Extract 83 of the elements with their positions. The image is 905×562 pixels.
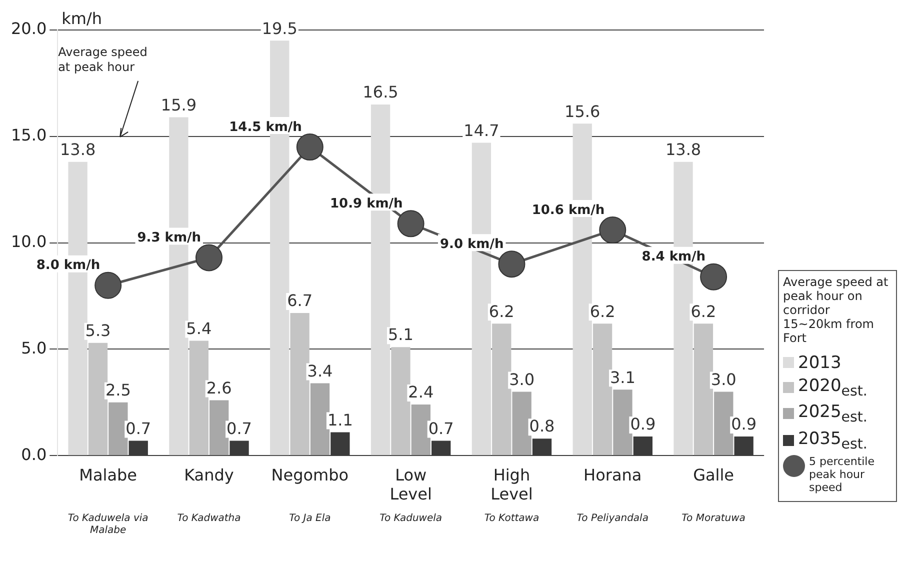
legend-title: Average speed at peak hour on corridor 15~20km from Fort <box>783 274 890 345</box>
y-tick-label: 15.0 <box>11 126 47 145</box>
data-label: 0.9 <box>630 414 656 434</box>
data-label: 5.3 <box>85 320 111 340</box>
point <box>397 210 424 238</box>
data-label: 9.0 km/h <box>440 236 504 252</box>
annotation: Average speed at peak hour <box>58 45 148 74</box>
data-label: 2.5 <box>105 380 131 400</box>
bar <box>209 400 229 456</box>
data-label: 0.9 <box>731 414 757 434</box>
bar <box>592 324 612 456</box>
bar <box>391 347 410 456</box>
x-tick-label: Horana <box>584 465 642 484</box>
data-label: 6.2 <box>690 302 716 321</box>
y-tick-label: 0.0 <box>21 444 47 464</box>
data-label: 6.2 <box>488 302 514 321</box>
legend-label: 2013 <box>798 352 842 373</box>
data-label: 14.7 <box>464 120 500 140</box>
data-label: 8.4 km/h <box>642 250 706 265</box>
data-label: 13.8 <box>60 140 96 160</box>
y-tick-label: 20.0 <box>11 19 47 38</box>
point <box>599 216 626 244</box>
data-label: 10.6 km/h <box>532 202 605 218</box>
data-label: 1.1 <box>327 410 353 430</box>
bar <box>492 324 512 456</box>
data-label: 15.9 <box>160 95 197 114</box>
x-tick-label: Low Level <box>390 465 432 504</box>
point <box>296 134 324 161</box>
legend-label: 2035$_{est.}$ <box>798 428 868 452</box>
data-label: 13.8 <box>665 140 702 160</box>
x-tick-label: Malabe <box>79 465 138 484</box>
data-label: 3.4 <box>307 361 333 380</box>
legend-label: 5 percentile peak hour speed <box>809 455 876 494</box>
bar <box>694 324 714 456</box>
bar <box>714 392 734 456</box>
data-label: 6.2 <box>590 302 616 321</box>
data-label: 10.9 km/h <box>330 196 403 212</box>
data-label: 0.7 <box>428 418 454 438</box>
text: To Kadwatha <box>177 513 241 524</box>
bar <box>290 313 310 456</box>
data-label: 3.0 <box>509 370 535 389</box>
bar <box>613 390 632 456</box>
data-label: 14.5 km/h <box>229 120 302 135</box>
bar <box>310 383 330 456</box>
bar <box>189 340 208 456</box>
x-tick-label: Galle <box>693 465 734 484</box>
data-label: 3.1 <box>610 368 636 387</box>
data-label: 0.7 <box>126 418 152 438</box>
data-label: 15.6 <box>564 102 600 121</box>
text: To Moratuwa <box>682 513 746 524</box>
data-label: 16.5 <box>362 82 398 102</box>
data-label: 9.3 km/h <box>137 230 201 246</box>
text: To Kaduwela <box>380 513 442 524</box>
point <box>498 250 526 278</box>
y-tick-label: 10.0 <box>11 232 47 251</box>
y-axis-title: km/h <box>62 9 102 28</box>
point <box>94 272 122 299</box>
bar <box>512 392 532 456</box>
legend-label: 2025$_{est.}$ <box>798 402 868 426</box>
point <box>700 263 728 290</box>
bar <box>88 342 108 456</box>
text: To Peliyandala <box>576 513 648 524</box>
text: To Kaduwela via Malabe <box>68 513 148 536</box>
y-tick-label: 5.0 <box>21 338 47 358</box>
data-label: 5.1 <box>388 325 414 344</box>
point <box>195 244 222 272</box>
bar <box>108 402 128 456</box>
data-label: 3.0 <box>710 370 736 389</box>
x-tick-label: High Level <box>490 465 533 504</box>
data-label: 2.6 <box>206 378 232 398</box>
data-label: 19.5 <box>262 18 298 38</box>
x-tick-label: Negombo <box>271 465 349 484</box>
x-tick-label: Kandy <box>184 465 234 484</box>
data-label: 2.4 <box>408 382 434 402</box>
data-label: 6.7 <box>287 291 313 310</box>
data-label: 0.7 <box>226 418 252 438</box>
data-label: 8.0 km/h <box>36 258 100 274</box>
legend-label: 2020$_{est.}$ <box>798 376 868 400</box>
data-label: 5.4 <box>186 318 212 338</box>
bar <box>411 404 430 456</box>
data-label: 0.8 <box>529 416 555 436</box>
text: To Ja Ela <box>289 513 331 524</box>
text: To Kottawa <box>484 513 540 524</box>
